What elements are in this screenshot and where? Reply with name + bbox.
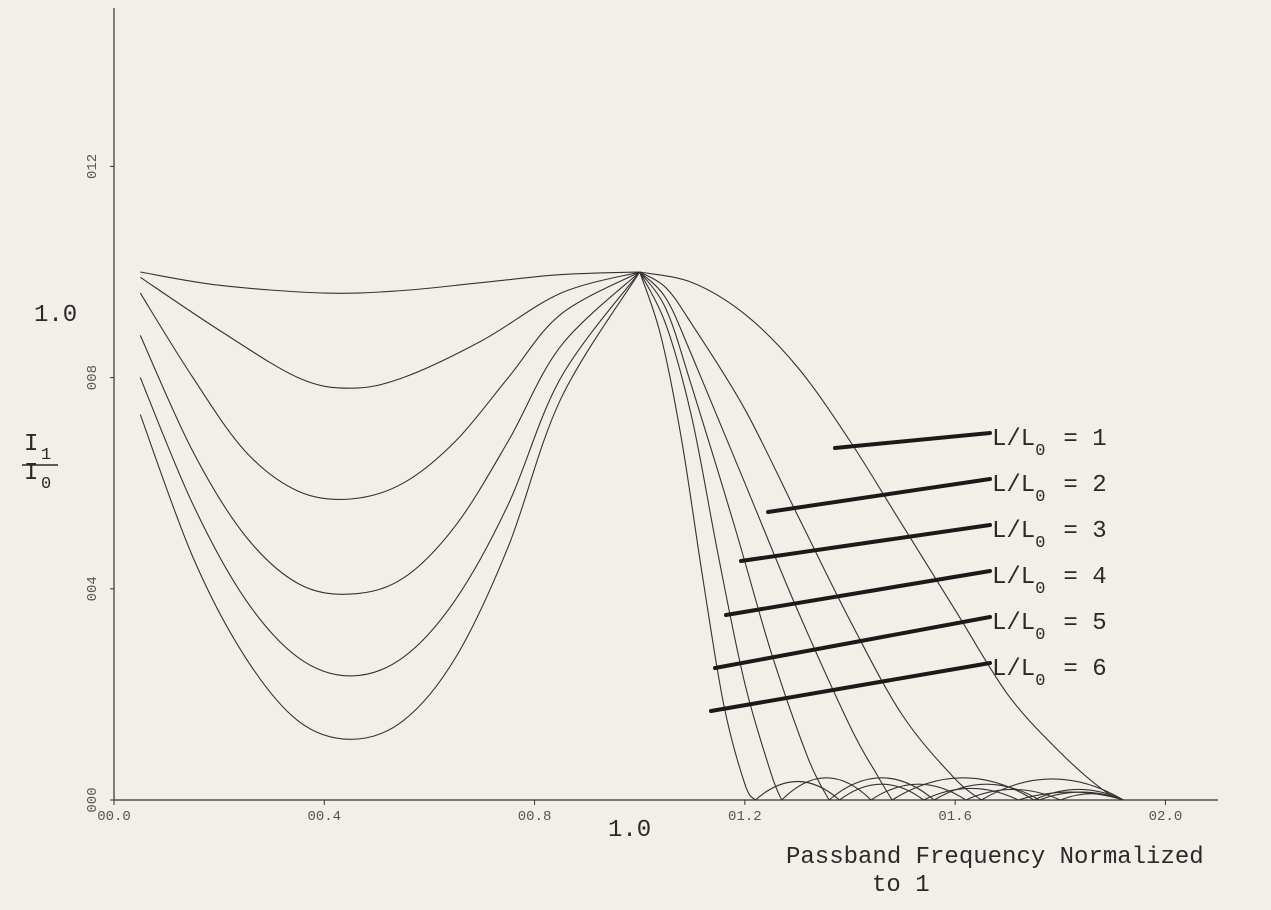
legend: L/L0 = 1 L/L0 = 2 L/L0 = 3 L/L0 = 4 L/L0 = 5 L/L0 =… [709,426,1107,713]
series-6-ripple-1 [755,781,840,801]
series-6-curve [139,271,1124,801]
y-tick-label: 004 [85,576,101,601]
series-4-curve [139,271,1124,801]
series-6-ripple-4 [1018,791,1124,801]
legend-item: L/L0 = 2 [766,472,1107,514]
legend-label: L/L0 = 1 [992,426,1107,461]
legend-label: L/L0 = 6 [992,656,1107,691]
x-ticks-group: 00.0 00.4 00.8 01.2 01.6 02.0 [97,800,1182,825]
series-3-ripple-2 [1033,788,1124,801]
legend-item: L/L0 = 1 [833,426,1107,461]
x-tick-label: 00.4 [307,809,341,825]
series-2-passband [139,271,640,389]
x-tick-label: 00.8 [518,809,552,825]
series-2-curve [139,271,1124,801]
legend-label: L/L0 = 2 [992,472,1107,507]
series-3-passband [139,271,640,501]
series-1-passband [140,271,640,294]
series-3-curve [139,271,1124,801]
y-label-numerator: I [24,431,38,458]
series-1-curve [140,271,1124,801]
series-2-rolloff [639,271,982,801]
legend-leader-line [713,615,992,670]
series-2-ripple-1 [981,778,1124,801]
legend-item: L/L0 = 4 [724,564,1107,617]
series-5-rolloff [639,271,783,801]
series-4-rolloff [639,271,830,801]
legend-leader-line [833,431,992,450]
x-tick-label: 00.0 [97,809,131,825]
x-axis-label-line2: to 1 [872,872,930,899]
series-5-ripple-1 [781,777,872,801]
legend-leader-line [709,661,992,713]
x-tick-label: 01.6 [938,809,972,825]
y-label-numerator-sub: 1 [41,446,51,465]
legend-label: L/L0 = 4 [992,564,1107,599]
y-tick-label: 000 [85,787,101,812]
legend-leader-line [739,523,992,563]
legend-item: L/L0 = 3 [739,518,1107,563]
series-6-ripple-2 [839,783,924,801]
y-label-denominator: I [24,460,38,487]
series-5-passband [139,271,641,677]
legend-label: L/L0 = 5 [992,610,1107,645]
x-axis-label-line1: Passband Frequency Normalized [786,844,1204,871]
x-tick-label: 01.2 [728,809,762,825]
series-6-rolloff [639,271,756,801]
series-6-passband [139,271,641,740]
series-5-ripple-3 [965,788,1061,801]
x-tick-label: 02.0 [1149,809,1183,825]
legend-item: L/L0 = 5 [713,610,1107,670]
series-3-rolloff [639,271,893,801]
y-ticks-group: 000 004 008 012 [85,154,114,813]
y-axis-label: I 1 I 0 [22,431,58,494]
series-1-rolloff [639,271,1124,801]
y-tick-label: 012 [85,154,101,179]
series-4-ripple-2 [933,783,1040,801]
y-marker-label: 1.0 [34,302,77,329]
y-label-denominator-sub: 0 [41,475,51,494]
curves-group [139,271,1124,801]
series-6-ripple-3 [923,787,1019,801]
legend-leader-line [766,477,992,514]
legend-item: L/L0 = 6 [709,656,1107,713]
series-5-curve [139,271,1124,801]
series-4-ripple-1 [828,777,935,801]
x-marker-label: 1.0 [608,817,651,844]
series-4-passband [139,271,641,595]
y-tick-label: 008 [85,365,101,390]
series-5-ripple-2 [870,783,967,801]
legend-leader-line [724,569,992,617]
legend-label: L/L0 = 3 [992,518,1107,553]
